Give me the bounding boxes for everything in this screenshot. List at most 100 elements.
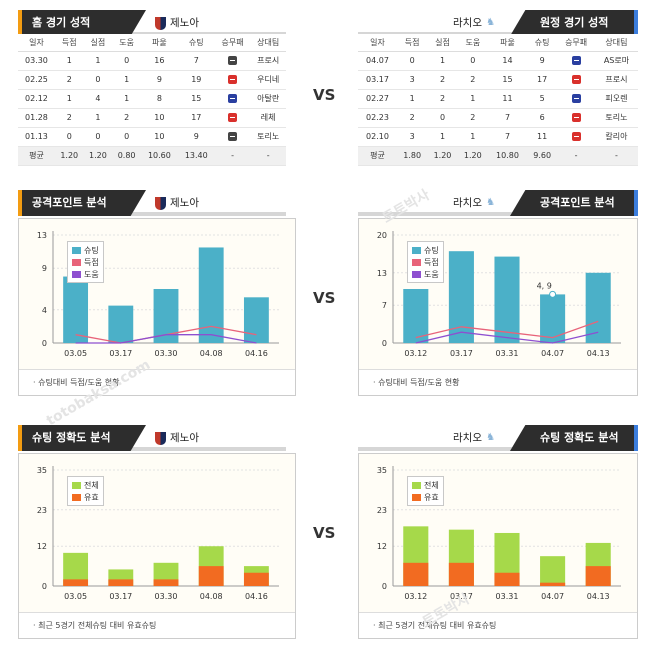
- home-attack-title: 공격포인트 분석: [18, 190, 146, 216]
- opponent-cell: AS로마: [594, 51, 638, 71]
- shots-bar: [585, 272, 611, 343]
- column-header: 슈팅: [526, 34, 558, 52]
- result-cell: [557, 127, 595, 147]
- home-stats-title: 홈 경기 성적: [18, 10, 146, 36]
- table-row: 04.07 0 1 0 14 9 AS로마: [358, 51, 638, 71]
- table-row: 03.17 3 2 2 15 17 프로시: [358, 70, 638, 90]
- assists-cell: 0: [112, 127, 141, 147]
- x-tick-label: 03.30: [155, 592, 178, 601]
- win-result-icon: [228, 94, 238, 103]
- result-cell: [214, 70, 251, 90]
- legend-label: 전체: [84, 480, 99, 490]
- average-row: 평균 1.20 1.20 0.80 10.60 13.40- -: [18, 146, 286, 166]
- lose-result-icon: [571, 113, 581, 122]
- shots-bar: [153, 289, 179, 343]
- legend-item: 득점: [412, 256, 439, 268]
- legend-swatch: [412, 246, 421, 254]
- legend-label: 득점: [424, 257, 439, 267]
- away-stats-table: 일자 득점 실점 도움 파울 슈팅 승무패 상대팀 04.07 0 1 0 14 9 AS로마 03.17 3 2…: [358, 34, 638, 166]
- goals-line: [415, 320, 599, 339]
- x-tick-label: 03.12: [404, 592, 427, 601]
- shots-cell: 11: [526, 127, 558, 147]
- fouls-cell: 7: [487, 127, 527, 147]
- legend-label: 슈팅: [84, 245, 99, 255]
- goals-cell: 2: [397, 108, 428, 128]
- table-row: 02.12 1 4 1 8 15 아탈란: [18, 89, 286, 109]
- assists-cell: 2: [112, 108, 141, 128]
- y-tick-label: 13: [377, 269, 387, 278]
- legend-item: 득점: [72, 256, 99, 268]
- avg-opponent-cell: -: [594, 146, 638, 166]
- column-header: 도움: [457, 34, 488, 52]
- conceded-cell: 0: [83, 127, 113, 147]
- goals-cell: 1: [54, 51, 84, 71]
- annotation-point: [549, 290, 557, 298]
- avg-opponent-cell: -: [250, 146, 286, 166]
- shots-cell: 7: [177, 51, 215, 71]
- y-tick-label: 23: [377, 506, 387, 515]
- shots-cell: 15: [177, 89, 215, 109]
- y-tick-label: 23: [37, 506, 47, 515]
- avg-conceded-cell: 1.20: [83, 146, 113, 166]
- date-cell: 03.17: [358, 70, 397, 90]
- shots-on-target-bar: [540, 582, 566, 586]
- legend-item: 도움: [72, 268, 99, 280]
- conceded-cell: 0: [83, 70, 113, 90]
- date-cell: 02.23: [358, 108, 397, 128]
- conceded-cell: 4: [83, 89, 113, 109]
- legend-label: 슈팅: [424, 245, 439, 255]
- x-tick-label: 03.05: [64, 349, 87, 358]
- avg-assists-cell: 1.20: [457, 146, 488, 166]
- avg-fouls-cell: 10.80: [487, 146, 527, 166]
- avg-goals-cell: 1.20: [54, 146, 84, 166]
- away-attack-svg: 0 7 13 20 03.12 03.17 03.31 04.07 04.13 4, 9: [359, 219, 637, 369]
- y-tick-label: 7: [382, 301, 387, 310]
- legend-item: 유효: [412, 491, 439, 503]
- date-cell: 02.27: [358, 89, 397, 109]
- lose-result-icon: [228, 113, 238, 122]
- opponent-cell: 우디네: [250, 70, 286, 90]
- shots-cell: 9: [177, 127, 215, 147]
- draw-result-icon: [228, 56, 238, 65]
- home-stats-header: 홈 경기 성적 제노아: [18, 10, 286, 36]
- legend-item: 전체: [72, 479, 99, 491]
- column-header: 상대팀: [250, 34, 286, 52]
- date-cell: 02.10: [358, 127, 397, 147]
- y-tick-label: 13: [37, 231, 47, 240]
- date-cell: 01.28: [18, 108, 55, 128]
- date-cell: 03.30: [18, 51, 55, 71]
- away-team-label: 라치오 ♞: [453, 194, 498, 212]
- column-header: 실점: [83, 34, 113, 52]
- genoa-crest-icon: [155, 431, 166, 445]
- shots-on-target-bar: [153, 579, 179, 586]
- legend-swatch: [412, 258, 421, 266]
- column-header: 득점: [397, 34, 428, 52]
- home-attack-chart: 0 4 9 13 03.05 03.17 03.30 04.08 04.16 · 슈팅대비 득점…: [18, 218, 296, 396]
- opponent-cell: 토리노: [250, 127, 286, 147]
- goals-cell: 2: [54, 70, 84, 90]
- legend-item: 유효: [72, 491, 99, 503]
- x-tick-label: 04.16: [245, 349, 268, 358]
- caption-text: 슈팅대비 득점/도움 현황: [38, 378, 120, 387]
- shots-bar: [494, 256, 520, 343]
- vs-label: VS: [313, 289, 336, 307]
- chart-caption: · 최근 5경기 전체슈팅 대비 유효슈팅: [19, 612, 295, 638]
- away-stats-title: 원정 경기 성적: [510, 10, 638, 36]
- legend-item: 슈팅: [72, 244, 99, 256]
- y-tick-label: 0: [382, 339, 387, 348]
- home-team-label: 제노아: [155, 194, 199, 212]
- home-attack-svg: 0 4 9 13 03.05 03.17 03.30 04.08 04.16: [19, 219, 295, 369]
- x-tick-label: 03.17: [109, 349, 132, 358]
- x-tick-label: 03.12: [404, 349, 427, 358]
- shots-on-target-bar: [585, 566, 611, 586]
- lose-result-icon: [571, 75, 581, 84]
- draw-result-icon: [228, 132, 238, 141]
- assists-line: [75, 334, 257, 344]
- legend-label: 득점: [84, 257, 99, 267]
- home-team-label: 제노아: [155, 14, 199, 32]
- home-accuracy-chart: 0 12 23 35 03.05 03.17 03.30 04.08 04.16 · 최근 5경…: [18, 453, 296, 639]
- shots-bar: [108, 305, 134, 343]
- goals-cell: 0: [54, 127, 84, 147]
- home-team-name: 제노아: [170, 17, 199, 29]
- table-row: 01.28 2 1 2 10 17 레체: [18, 108, 286, 128]
